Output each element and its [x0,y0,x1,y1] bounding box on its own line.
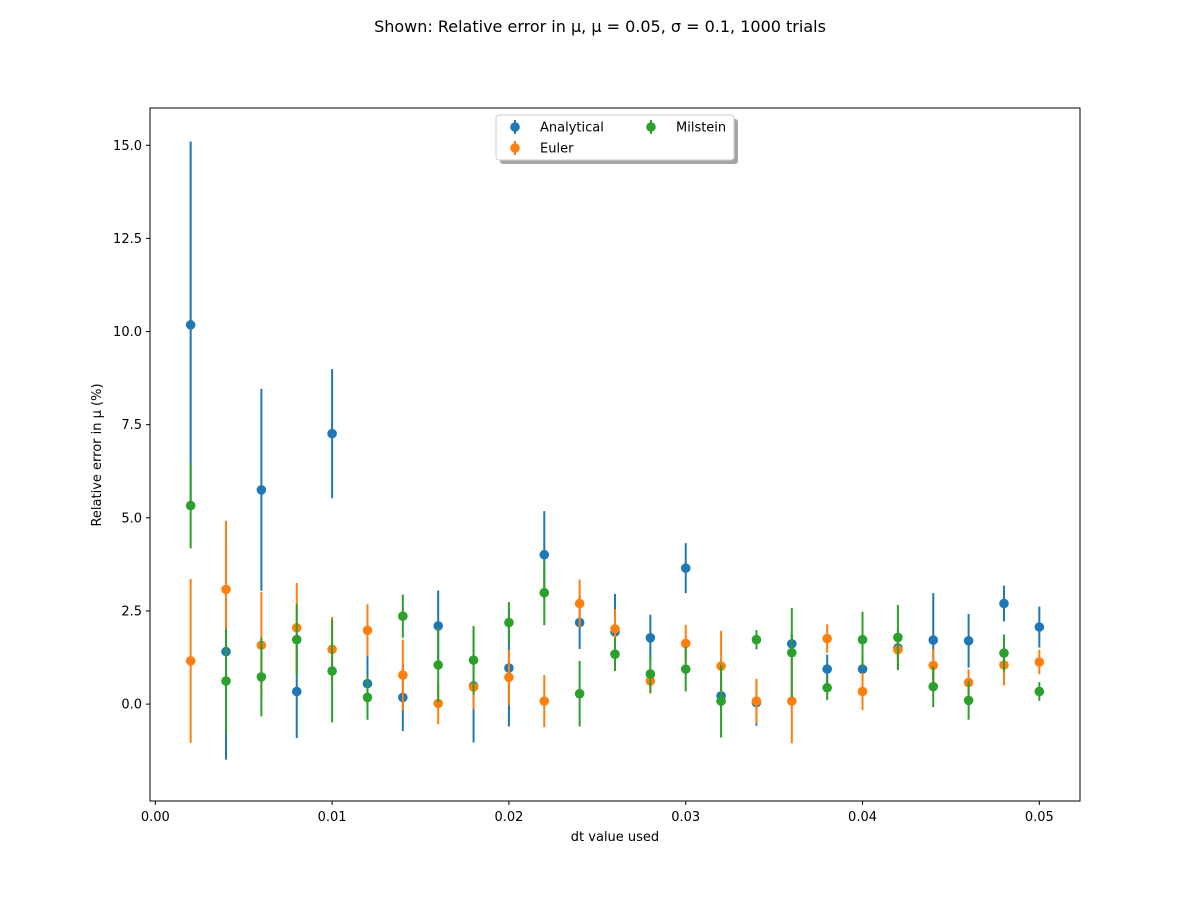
legend-marker [510,143,520,153]
data-point [822,682,832,693]
legend-box [495,114,735,161]
data-point [857,686,868,697]
data-point [999,598,1009,609]
data-point [963,635,974,646]
data-point [574,688,585,699]
x-axis-label: dt value used [571,830,659,845]
legend-item-analytical: Analytical [510,120,604,136]
data-point [468,655,479,665]
data-point [433,660,443,670]
x-tick-label-1: 0.01 [318,810,347,825]
y-tick-label-4: 10.0 [113,325,142,340]
plot-frame [149,107,1081,802]
data-point [680,563,691,573]
data-point [185,656,196,666]
data-point [963,695,974,706]
data-point [610,624,620,634]
series-analytical [185,141,1045,760]
data-point [256,672,267,682]
y-axis-label: Relative error in μ (%) [90,383,105,526]
x-tick-label-4: 0.04 [848,810,877,825]
data-point [539,587,550,598]
x-tick-label-5: 0.05 [1025,810,1054,825]
data-point [291,686,302,697]
data-point [1034,622,1045,632]
series-milstein [185,462,1045,738]
data-point [787,696,797,706]
data-markers [185,141,1045,760]
y-tick-label-3: 7.5 [121,418,142,433]
data-point [327,428,337,439]
data-point [398,611,408,621]
data-point [716,696,726,706]
legend-marker [646,122,656,132]
chart-title: Shown: Relative error in μ, μ = 0.05, σ … [374,17,826,36]
data-point [256,485,267,495]
y-tick-label-6: 15.0 [113,139,142,154]
data-point [539,696,550,706]
data-point [433,621,443,631]
data-point [362,692,373,703]
legend-marker [510,122,520,132]
data-point [433,698,443,709]
legend: Analytical Euler Milstein [495,114,738,164]
data-point [751,634,762,645]
data-point [787,647,797,658]
data-point [857,664,868,674]
x-tick-label-3: 0.03 [671,810,700,825]
y-tick-label-1: 2.5 [121,604,142,619]
legend-item-euler: Euler [510,141,574,157]
y-axis: 0.0 2.5 5.0 7.5 10.0 12.5 15.0 [113,139,150,713]
data-point [857,634,868,645]
data-point [504,617,514,628]
legend-label: Milstein [676,121,726,136]
data-point [893,632,903,643]
data-point [1034,686,1045,697]
data-point [574,598,585,609]
data-point [504,672,514,683]
legend-item-milstein: Milstein [646,120,726,136]
data-point [539,549,550,560]
y-tick-label-5: 12.5 [113,232,142,247]
data-point [645,633,656,643]
data-point [680,664,691,674]
y-tick-label-0: 0.0 [121,698,142,713]
data-point [822,664,832,674]
legend-label: Analytical [540,121,604,136]
data-point [221,676,231,686]
data-point [610,649,620,660]
data-point [645,669,656,679]
data-point [362,625,373,636]
data-point [291,634,302,645]
data-point [751,696,762,706]
data-point [398,670,408,680]
data-point [928,681,939,692]
data-point [185,320,196,330]
x-tick-label-0: 0.00 [141,810,170,825]
x-tick-label-2: 0.02 [494,810,523,825]
legend-label: Euler [540,142,574,157]
data-point [1034,657,1045,667]
data-point [822,633,832,644]
data-point [928,660,939,671]
data-point [928,635,939,645]
data-point [680,638,691,649]
x-axis: 0.00 0.01 0.02 0.03 0.04 0.05 [141,801,1054,825]
plot-area [150,108,1080,801]
data-point [221,584,231,595]
plot-background [150,108,1080,801]
data-point [999,648,1009,658]
data-point [185,500,196,511]
y-tick-label-2: 5.0 [121,511,142,526]
data-point [327,666,337,676]
